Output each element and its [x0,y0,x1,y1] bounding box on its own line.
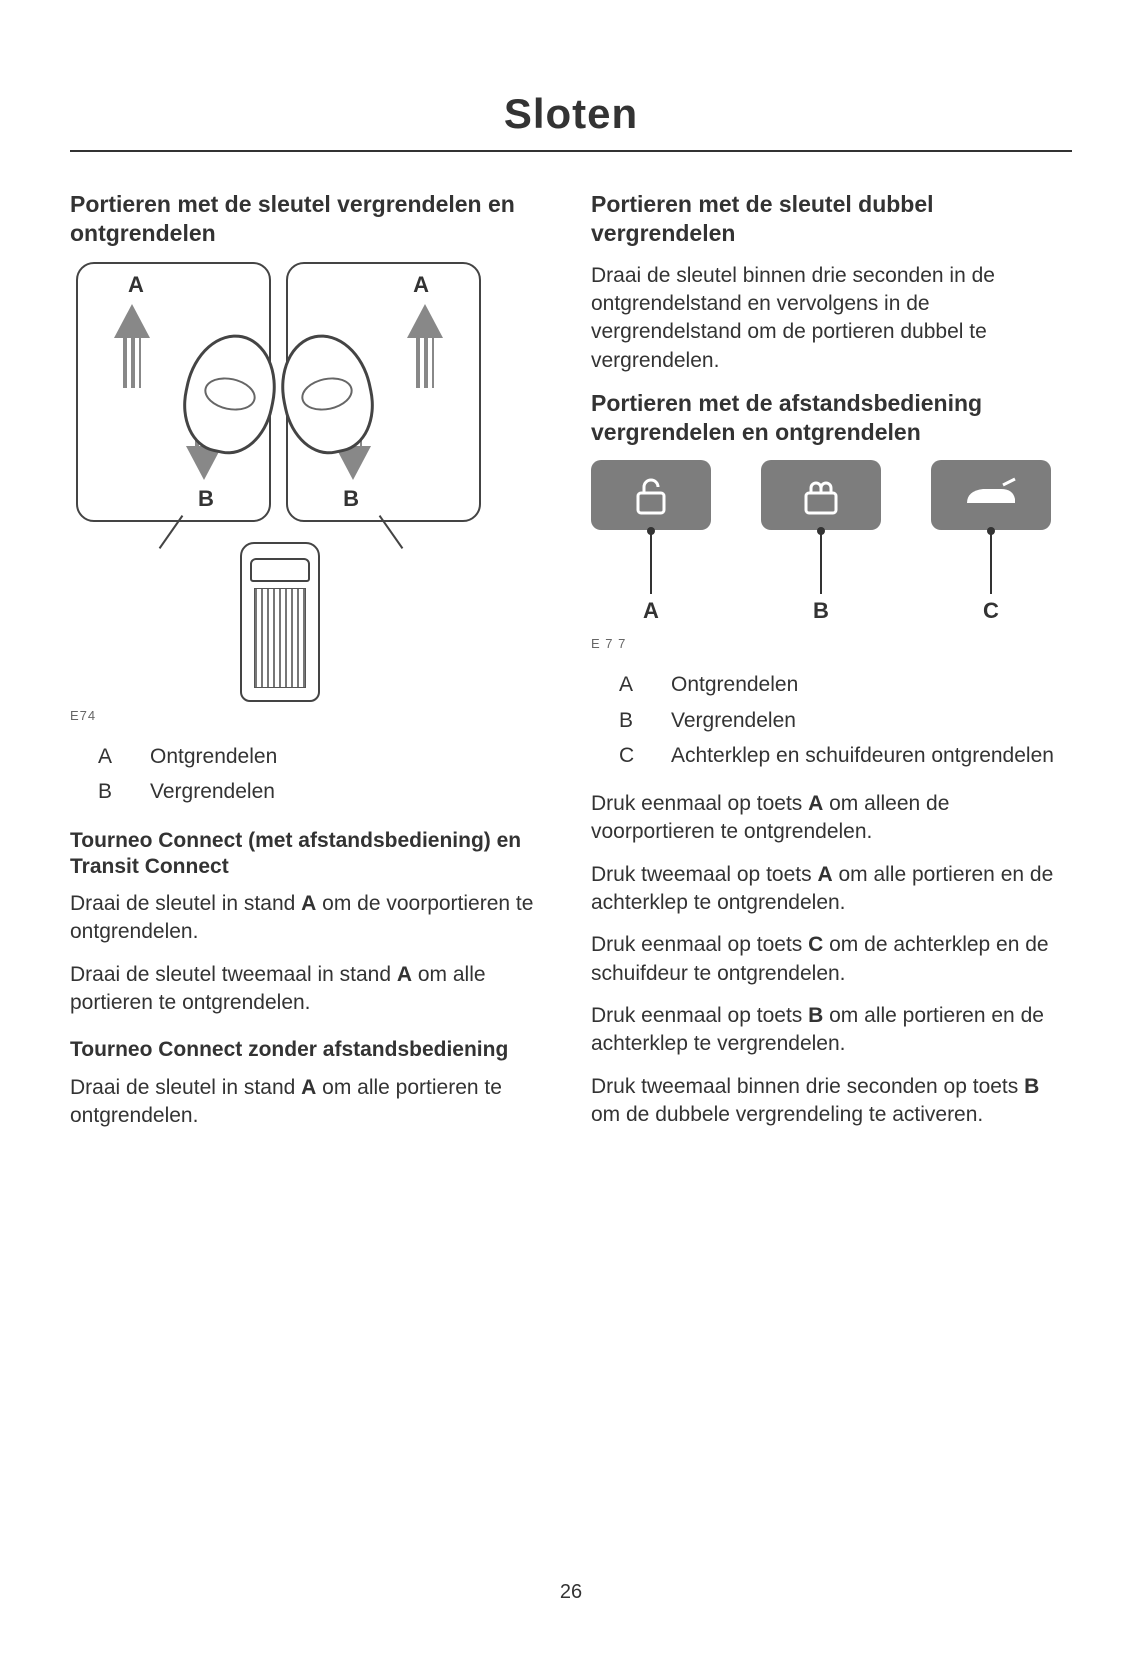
remote-button-tailgate [931,460,1051,530]
legend-row: B Vergrendelen [591,705,1072,737]
key-panel-left: A B [76,262,271,522]
figure-code-e74: E74 [70,708,551,723]
body-text: Draai de sleutel in stand A om de voorpo… [70,890,551,947]
sub-tourneo-with-remote: Tourneo Connect (met afstandsbediening) … [70,828,551,881]
key-icon [174,325,287,461]
right-column: Portieren met de sleutel dubbel vergrend… [591,190,1072,1144]
legend-remote: A Ontgrendelen B Vergrendelen C Achterkl… [591,669,1072,772]
arrow-up-icon [407,304,443,338]
body-text: Druk eenmaal op toets C om de achterklep… [591,931,1072,988]
legend-keys: A Ontgrendelen B Vergrendelen [70,741,551,808]
legend-label: C [619,740,647,772]
remote-button-lock [761,460,881,530]
remote-caption-a: A [591,598,711,624]
two-column-layout: Portieren met de sleutel vergrendelen en… [70,190,1072,1144]
sub-tourneo-without-remote: Tourneo Connect zonder afstandsbediening [70,1037,551,1063]
legend-text: Vergrendelen [671,705,1072,737]
legend-text: Ontgrendelen [671,669,1072,701]
legend-label: B [619,705,647,737]
legend-text: Achterklep en schuifdeuren ontgrendelen [671,740,1072,772]
label-a-right: A [413,272,429,298]
body-text: Druk tweemaal binnen drie seconden op to… [591,1073,1072,1130]
legend-row: A Ontgrendelen [70,741,551,773]
figure-code-e77: E 7 7 [591,636,1072,651]
legend-text: Ontgrendelen [150,741,551,773]
left-column: Portieren met de sleutel vergrendelen en… [70,190,551,1144]
remote-diagram: A B C [591,460,1061,630]
body-text: Draai de sleutel tweemaal in stand A om … [70,961,551,1018]
unlock-icon [626,473,676,517]
label-b-left: B [198,486,214,512]
page-number: 26 [0,1581,1142,1604]
body-text: Druk eenmaal op toets A om alleen de voo… [591,790,1072,847]
key-panel-right: A B [286,262,481,522]
key-icon [271,325,384,461]
legend-row: C Achterklep en schuifdeuren ontgrendele… [591,740,1072,772]
tailgate-icon [961,475,1021,515]
body-text: Druk tweemaal op toets A om alle portier… [591,861,1072,918]
right-heading-double-lock: Portieren met de sleutel dubbel vergrend… [591,190,1072,248]
lead-line [650,532,652,594]
legend-label: A [619,669,647,701]
van-top-icon [240,542,320,702]
label-b-right: B [343,486,359,512]
legend-label: A [98,741,126,773]
legend-label: B [98,776,126,808]
body-text: Draai de sleutel in stand A om alle port… [70,1074,551,1131]
remote-button-unlock [591,460,711,530]
right-heading-remote: Portieren met de afstandsbediening vergr… [591,389,1072,447]
page-title: Sloten [70,90,1072,152]
remote-caption-c: C [931,598,1051,624]
lock-icon [796,473,846,517]
legend-text: Vergrendelen [150,776,551,808]
left-heading-key-lock: Portieren met de sleutel vergrendelen en… [70,190,551,248]
figure-remote-buttons: A B C [591,460,1072,630]
figure-keys-van: A B A B [70,262,551,702]
remote-caption-b: B [761,598,881,624]
key-diagram: A B A B [70,262,490,702]
label-a-left: A [128,272,144,298]
lead-line [820,532,822,594]
legend-row: B Vergrendelen [70,776,551,808]
arrow-up-icon [114,304,150,338]
lead-line [990,532,992,594]
body-text: Druk eenmaal op toets B om alle portiere… [591,1002,1072,1059]
body-text: Draai de sleutel binnen drie seconden in… [591,262,1072,375]
legend-row: A Ontgrendelen [591,669,1072,701]
